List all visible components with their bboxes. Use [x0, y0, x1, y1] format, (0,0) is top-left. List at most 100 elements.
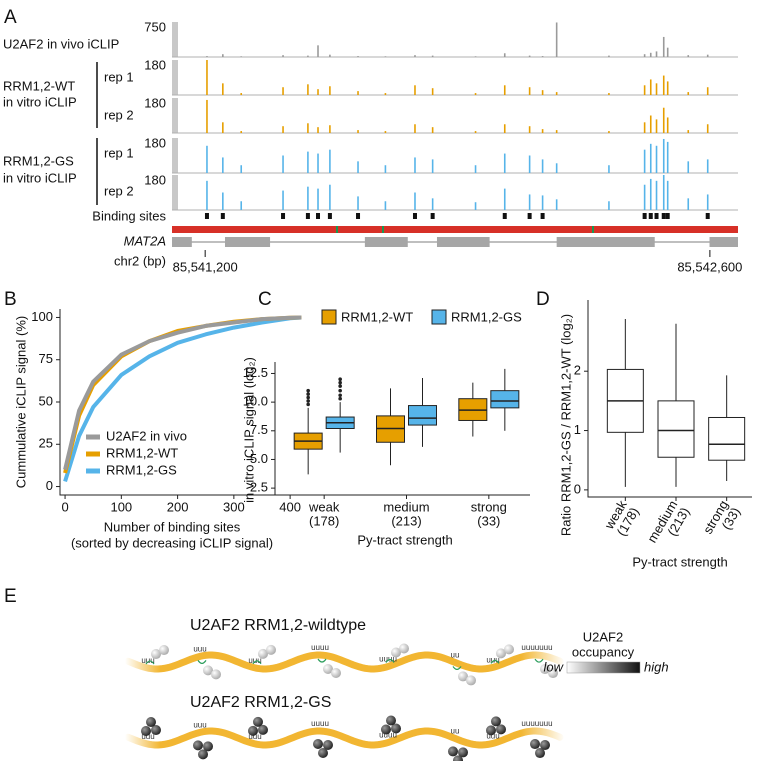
sequence-base	[634, 226, 636, 233]
protein-domain	[453, 755, 463, 761]
rep-label: rep 1	[104, 145, 134, 160]
rep-label: rep 2	[104, 183, 134, 198]
y-tick-label: 10.0	[243, 394, 268, 409]
protein-domain	[530, 739, 540, 750]
sequence-base	[288, 226, 290, 233]
sequence-base	[198, 226, 200, 233]
legend-label: RRM1,2-WT	[341, 309, 413, 324]
y-tick-label: 7.5	[250, 422, 268, 437]
sequence-base	[564, 226, 566, 233]
sequence-base	[534, 226, 536, 233]
sequence-base	[662, 226, 664, 233]
protein-domain	[331, 668, 341, 679]
outlier	[306, 395, 310, 400]
protein-domain	[141, 726, 151, 737]
sequence-base	[408, 226, 410, 233]
sequence-base	[568, 226, 570, 233]
sequence-base	[690, 226, 692, 233]
protein-domain	[458, 671, 468, 682]
sequence-base	[580, 226, 582, 233]
x-tick-label: strong	[471, 499, 507, 514]
sequence-base	[436, 226, 438, 233]
outlier	[306, 388, 310, 393]
protein-domain	[496, 724, 506, 735]
protein-domain	[253, 716, 263, 727]
sequence-base	[488, 226, 490, 233]
y-tick-label: 75	[39, 351, 53, 366]
sequence-base	[254, 226, 256, 233]
series-line	[63, 315, 302, 483]
sequence-base	[706, 226, 708, 233]
sequence-base	[714, 226, 716, 233]
sequence-base	[550, 226, 552, 233]
binding-site	[412, 213, 417, 219]
x-tick-label: 100	[110, 499, 132, 514]
sequence-base	[642, 226, 644, 233]
sequence-base	[338, 226, 340, 233]
sequence-base	[558, 226, 560, 233]
sequence-base	[462, 226, 464, 233]
sequence-base	[540, 226, 542, 233]
outlier	[338, 396, 342, 401]
sequence-base	[726, 226, 728, 233]
sequence-base	[722, 226, 724, 233]
x-axis-note: (sorted by decreasing iCLIP signal)	[71, 535, 273, 550]
sequence-base	[348, 226, 350, 233]
x-tick-group: strong(33)	[700, 498, 743, 537]
protein-domain	[548, 668, 558, 679]
sequence-base	[614, 226, 616, 233]
protein-domain	[258, 648, 268, 659]
sequence-base	[404, 226, 406, 233]
sequence-base	[300, 226, 302, 233]
sequence-base	[306, 226, 308, 233]
sequence-base	[496, 226, 498, 233]
panel-label: C	[258, 289, 272, 310]
sequence-base	[542, 226, 544, 233]
sequence-base	[700, 226, 702, 233]
sequence-base	[688, 226, 690, 233]
sequence-base	[732, 226, 734, 233]
protein-domain	[323, 664, 333, 675]
strand-title: U2AF2 RRM1,2-GS	[190, 694, 331, 711]
outlier	[338, 388, 342, 393]
sequence-base	[392, 226, 394, 233]
sequence-base	[538, 226, 540, 233]
sequence-base	[670, 226, 672, 233]
protein-domain	[381, 724, 391, 735]
sequence-base	[490, 226, 492, 233]
sequence-base	[448, 226, 450, 233]
gene-label: MAT2A	[124, 233, 166, 248]
axis	[59, 309, 307, 496]
sequence-base	[500, 226, 502, 233]
x-tick-label: 400	[279, 499, 301, 514]
protein-domain	[399, 643, 409, 654]
protein-domain	[151, 649, 161, 660]
protein-domain	[491, 716, 501, 727]
sequence-base	[192, 226, 194, 233]
protein-domain	[323, 740, 333, 751]
sequence-base	[724, 226, 726, 233]
binding-sites-label: Binding sites	[92, 208, 166, 223]
sequence-base	[486, 226, 488, 233]
outlier	[306, 392, 310, 396]
sequence-base	[532, 226, 534, 233]
binding-site	[281, 213, 286, 219]
sequence-base	[430, 226, 432, 233]
x-tick-label: medium	[383, 499, 429, 514]
sequence-base	[554, 226, 556, 233]
binding-site	[502, 213, 507, 219]
sequence-base	[444, 226, 446, 233]
sequence-base	[660, 226, 662, 233]
track-label: U2AF2 in vivo iCLIP	[3, 36, 119, 51]
sequence-base	[200, 226, 202, 233]
x-tick-count: (213)	[391, 513, 421, 528]
sequence-base	[358, 226, 360, 233]
sequence-base	[698, 226, 700, 233]
rna-strand	[124, 651, 564, 673]
sequence-base	[194, 226, 196, 233]
binding-site	[327, 213, 332, 219]
sequence-base	[520, 226, 522, 233]
sequence-base	[344, 226, 346, 233]
sequence-base	[204, 226, 206, 233]
sequence-base	[708, 226, 710, 233]
